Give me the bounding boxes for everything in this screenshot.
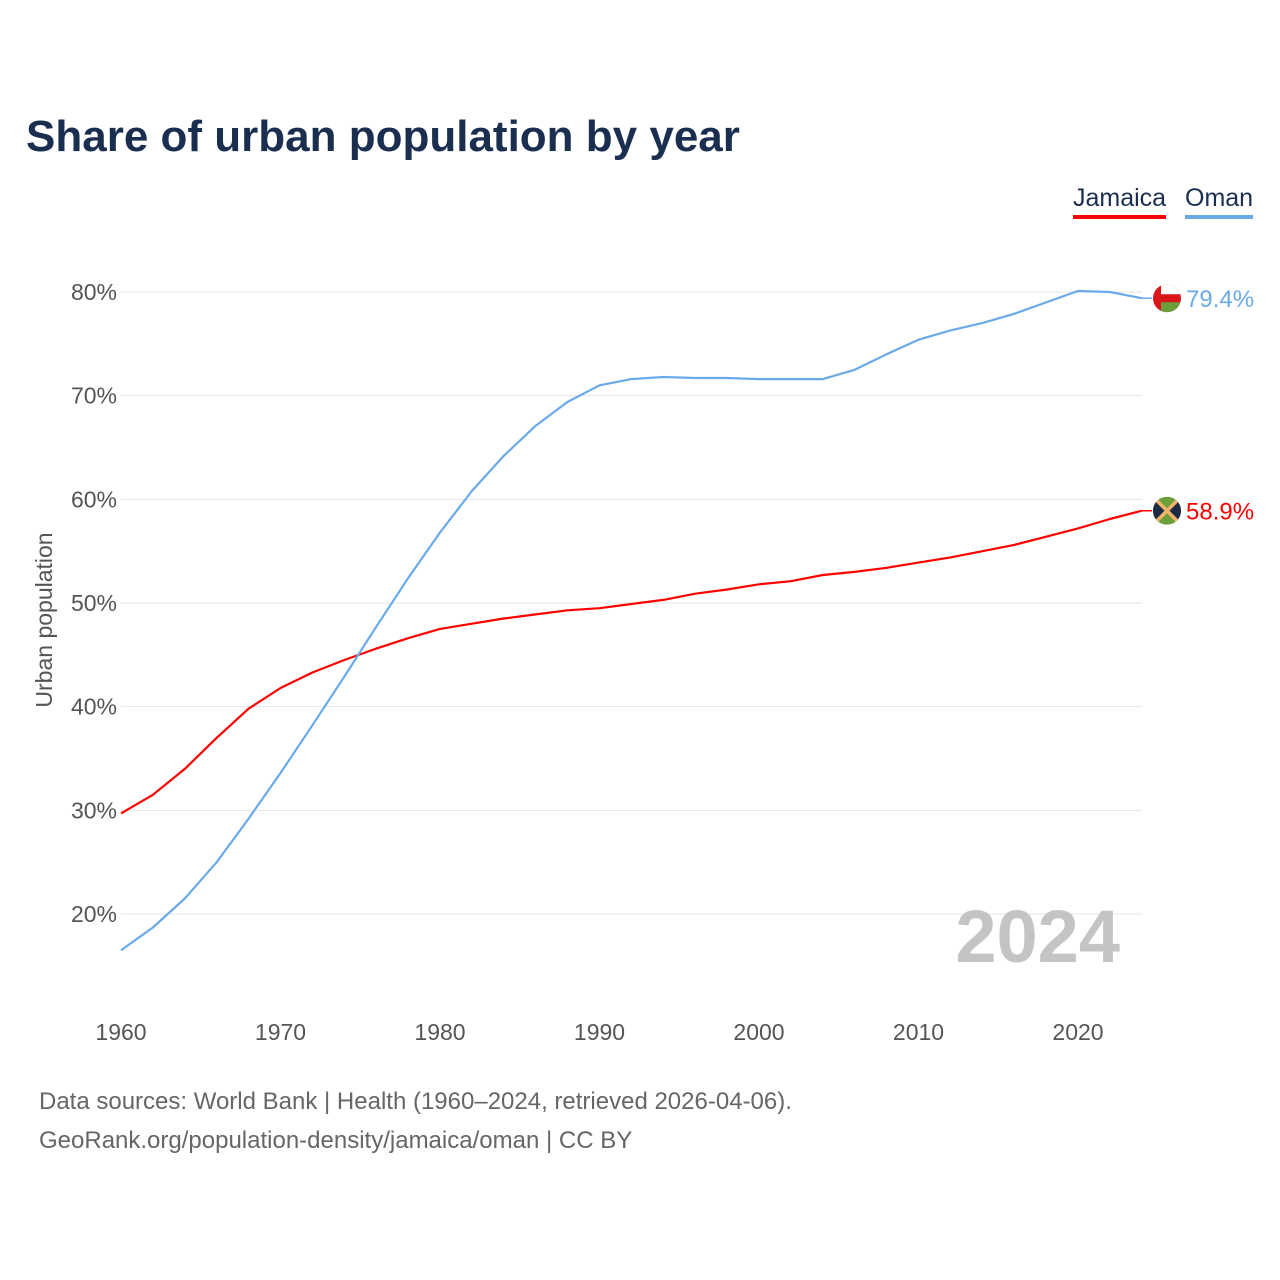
y-tick-label: 70% (71, 383, 117, 409)
oman-flag-icon (1153, 284, 1181, 313)
footer-link[interactable]: GeoRank.org/population-density/jamaica/o… (39, 1127, 633, 1154)
y-axis-label: Urban population (31, 532, 57, 707)
x-tick-label: 1970 (255, 1019, 306, 1045)
jamaica-flag-icon (1153, 496, 1181, 525)
series-line-oman (120, 289, 1143, 952)
y-tick-label: 80% (71, 279, 117, 305)
x-tick-label: 2000 (733, 1019, 784, 1045)
x-tick-label: 2020 (1052, 1019, 1103, 1045)
year-watermark: 2024 (955, 895, 1120, 978)
x-tick-label: 1960 (95, 1019, 146, 1045)
y-tick-label: 30% (71, 797, 117, 823)
series-line-jamaica (120, 509, 1143, 815)
x-tick-label: 1990 (574, 1019, 625, 1045)
legend-jamaica[interactable]: Jamaica (1073, 184, 1167, 219)
y-tick-label: 20% (71, 901, 117, 927)
x-tick-label: 1980 (414, 1019, 465, 1045)
legend-oman[interactable]: Oman (1185, 184, 1254, 219)
end-value-label: 79.4% (1186, 286, 1254, 313)
y-tick-label: 40% (71, 694, 117, 720)
x-tick-label: 2010 (893, 1019, 944, 1045)
end-value-label: 58.9% (1186, 499, 1254, 526)
y-tick-label: 60% (71, 486, 117, 512)
chart-title: Share of urban population by year (26, 112, 740, 161)
y-tick-label: 50% (71, 590, 117, 616)
footer-sources: Data sources: World Bank | Health (1960–… (39, 1088, 792, 1115)
